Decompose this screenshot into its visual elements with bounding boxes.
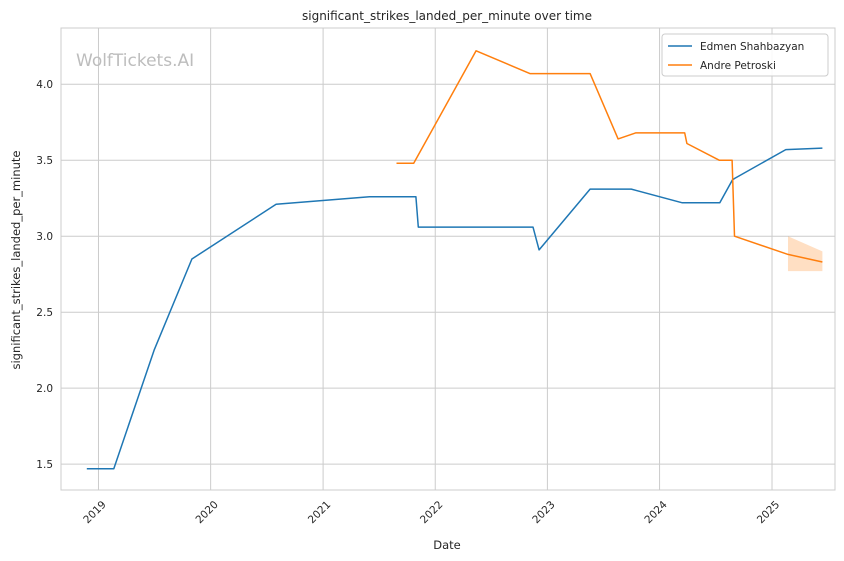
x-axis-label: Date: [433, 538, 461, 552]
y-tick-label: 3.0: [36, 231, 53, 243]
x-tick-label: 2020: [193, 499, 220, 526]
watermark-text: WolfTickets.AI: [76, 51, 194, 71]
y-tick-label: 4.0: [36, 79, 53, 91]
y-tick-label: 1.5: [36, 459, 53, 471]
x-tick-label: 2024: [642, 499, 670, 527]
x-tick-labels: 2019 2020 2021 2022 2023 2024 2025: [81, 499, 782, 527]
confidence-band-1: [787, 236, 823, 272]
x-tick-label: 2019: [81, 499, 108, 526]
x-tick-label: 2025: [755, 499, 782, 526]
legend-entry-1: Andre Petroski: [700, 60, 776, 72]
plot-background: [61, 28, 835, 490]
series-lines: [86, 50, 823, 470]
legend-entry-0: Edmen Shahbazyan: [700, 41, 804, 53]
y-tick-label: 2.5: [36, 307, 53, 319]
y-tick-labels: 1.5 2.0 2.5 3.0 3.5 4.0: [36, 79, 53, 471]
y-axis-label: significant_strikes_landed_per_minute: [9, 151, 23, 370]
chart-title: significant_strikes_landed_per_minute ov…: [302, 9, 592, 23]
plot-frame: [60, 27, 836, 491]
y-tick-label: 3.5: [36, 155, 53, 167]
y-tick-label: 2.0: [36, 383, 53, 395]
confidence-bands: [787, 236, 823, 272]
grid-lines: [61, 28, 835, 490]
legend-box: [661, 33, 829, 77]
legend: Edmen Shahbazyan Andre Petroski: [661, 33, 829, 77]
x-tick-label: 2023: [530, 499, 557, 526]
series-line-1: [396, 50, 823, 263]
x-tick-label: 2022: [418, 499, 445, 526]
x-tick-label: 2021: [306, 499, 333, 526]
